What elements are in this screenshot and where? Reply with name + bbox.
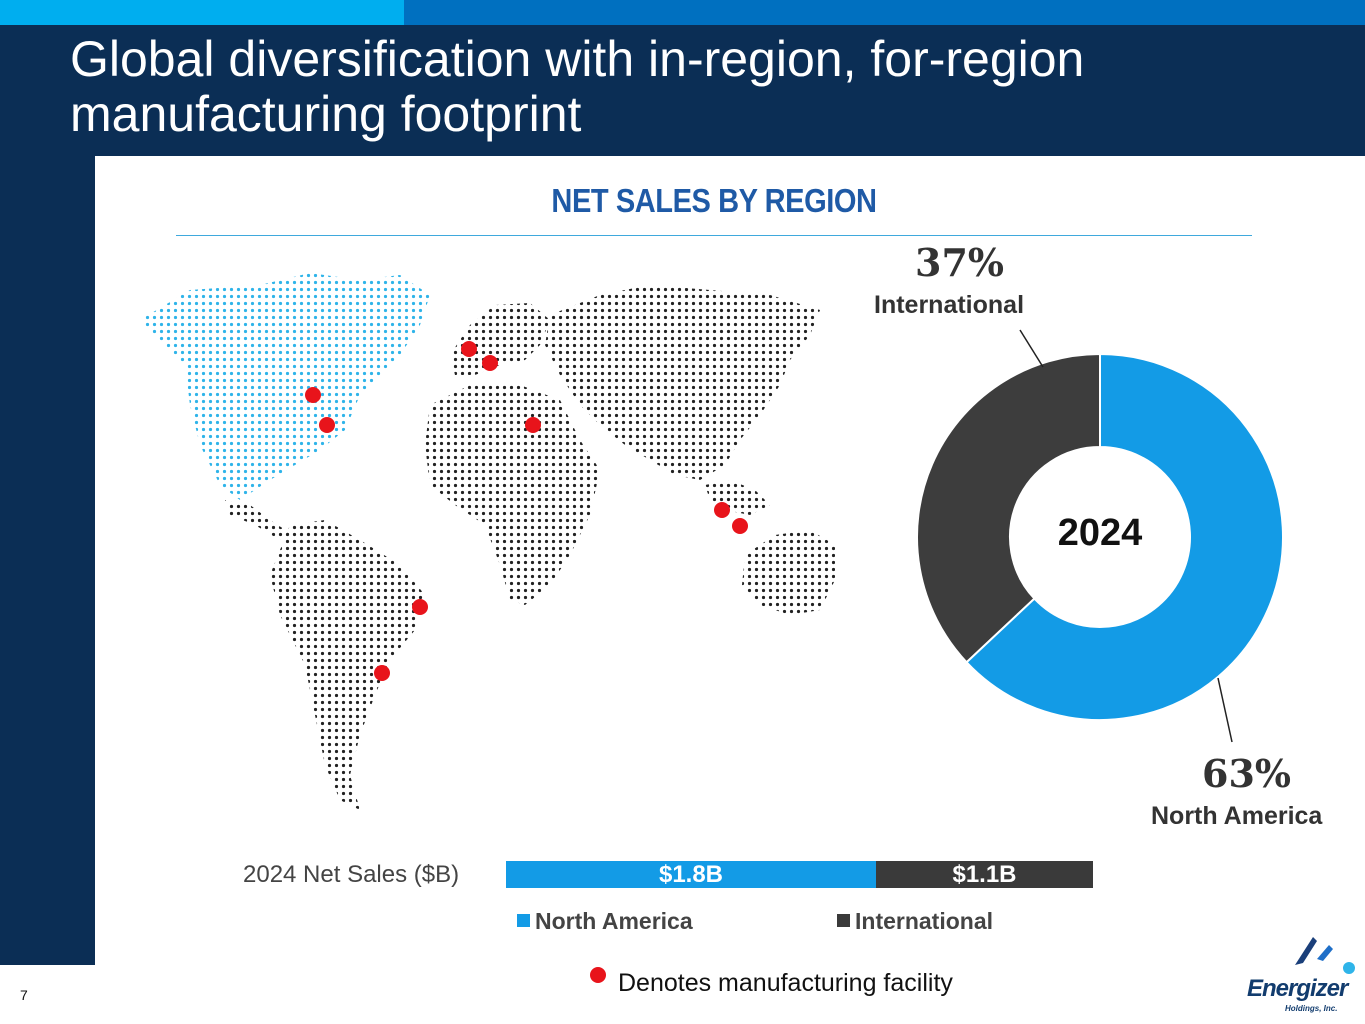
bar-category-label: 2024 Net Sales ($B) [243,861,460,888]
facility-marker [461,341,477,357]
leader-line-north-america [1217,677,1233,743]
top-accent-bar-light [0,0,404,25]
slice-label-north-america-name: North America [1151,802,1323,830]
legend-swatch-north-america [517,914,530,927]
central-america-shape [225,500,290,540]
facility-marker [374,665,390,681]
facility-legend-dot [590,967,606,983]
bar-segment-international: $1.1B [876,861,1093,888]
section-divider [176,235,1252,236]
slice-label-international-pct: 37% [915,240,1004,285]
legend-label-north-america: North America [535,908,693,934]
slice-label-north-america-pct: 63% [1202,751,1291,796]
legend-swatch-international [837,914,850,927]
world-map [140,273,835,810]
facility-marker [319,417,335,433]
facility-marker [482,355,498,371]
facility-legend-text: Denotes manufacturing facility [618,969,953,997]
legend-label-international: International [855,908,994,934]
page-title: Global diversification with in-region, f… [70,32,1270,142]
facility-marker [305,387,321,403]
page-title-line-1: Global diversification with in-region, f… [70,31,1085,87]
logo-wordmark: Energizer [1247,975,1348,1002]
section-title: NET SALES BY REGION [551,182,877,219]
leader-line-international [1019,329,1044,368]
facility-marker [732,518,748,534]
top-accent-bar [404,0,1365,25]
page-number: 7 [20,987,28,1003]
donut-slice-international [916,352,1101,664]
slice-label-international-name: International [874,291,1025,319]
energizer-logo-icon [1295,937,1355,974]
page-title-line-2: manufacturing footprint [70,86,582,142]
legend-international: International [837,908,993,935]
bar-segment-north-america: $1.8B [506,861,876,888]
facility-marker [412,599,428,615]
europe-shape [450,303,550,375]
south-america-shape [270,520,425,810]
africa-shape [425,385,600,605]
legend-north-america: North America [517,908,693,935]
logo-subtitle: Holdings, Inc. [1285,1004,1338,1013]
asia-shape [545,285,820,480]
north-america-shape [140,273,430,500]
australia-shape [742,530,835,615]
facility-marker [525,417,541,433]
header-band [0,25,1365,156]
donut-center-label: 2024 [1057,512,1143,554]
facility-marker [714,502,730,518]
left-sidebar-band [0,156,95,965]
